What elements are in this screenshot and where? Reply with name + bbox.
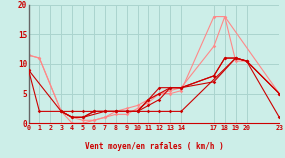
X-axis label: Vent moyen/en rafales ( km/h ): Vent moyen/en rafales ( km/h ) (85, 142, 223, 151)
